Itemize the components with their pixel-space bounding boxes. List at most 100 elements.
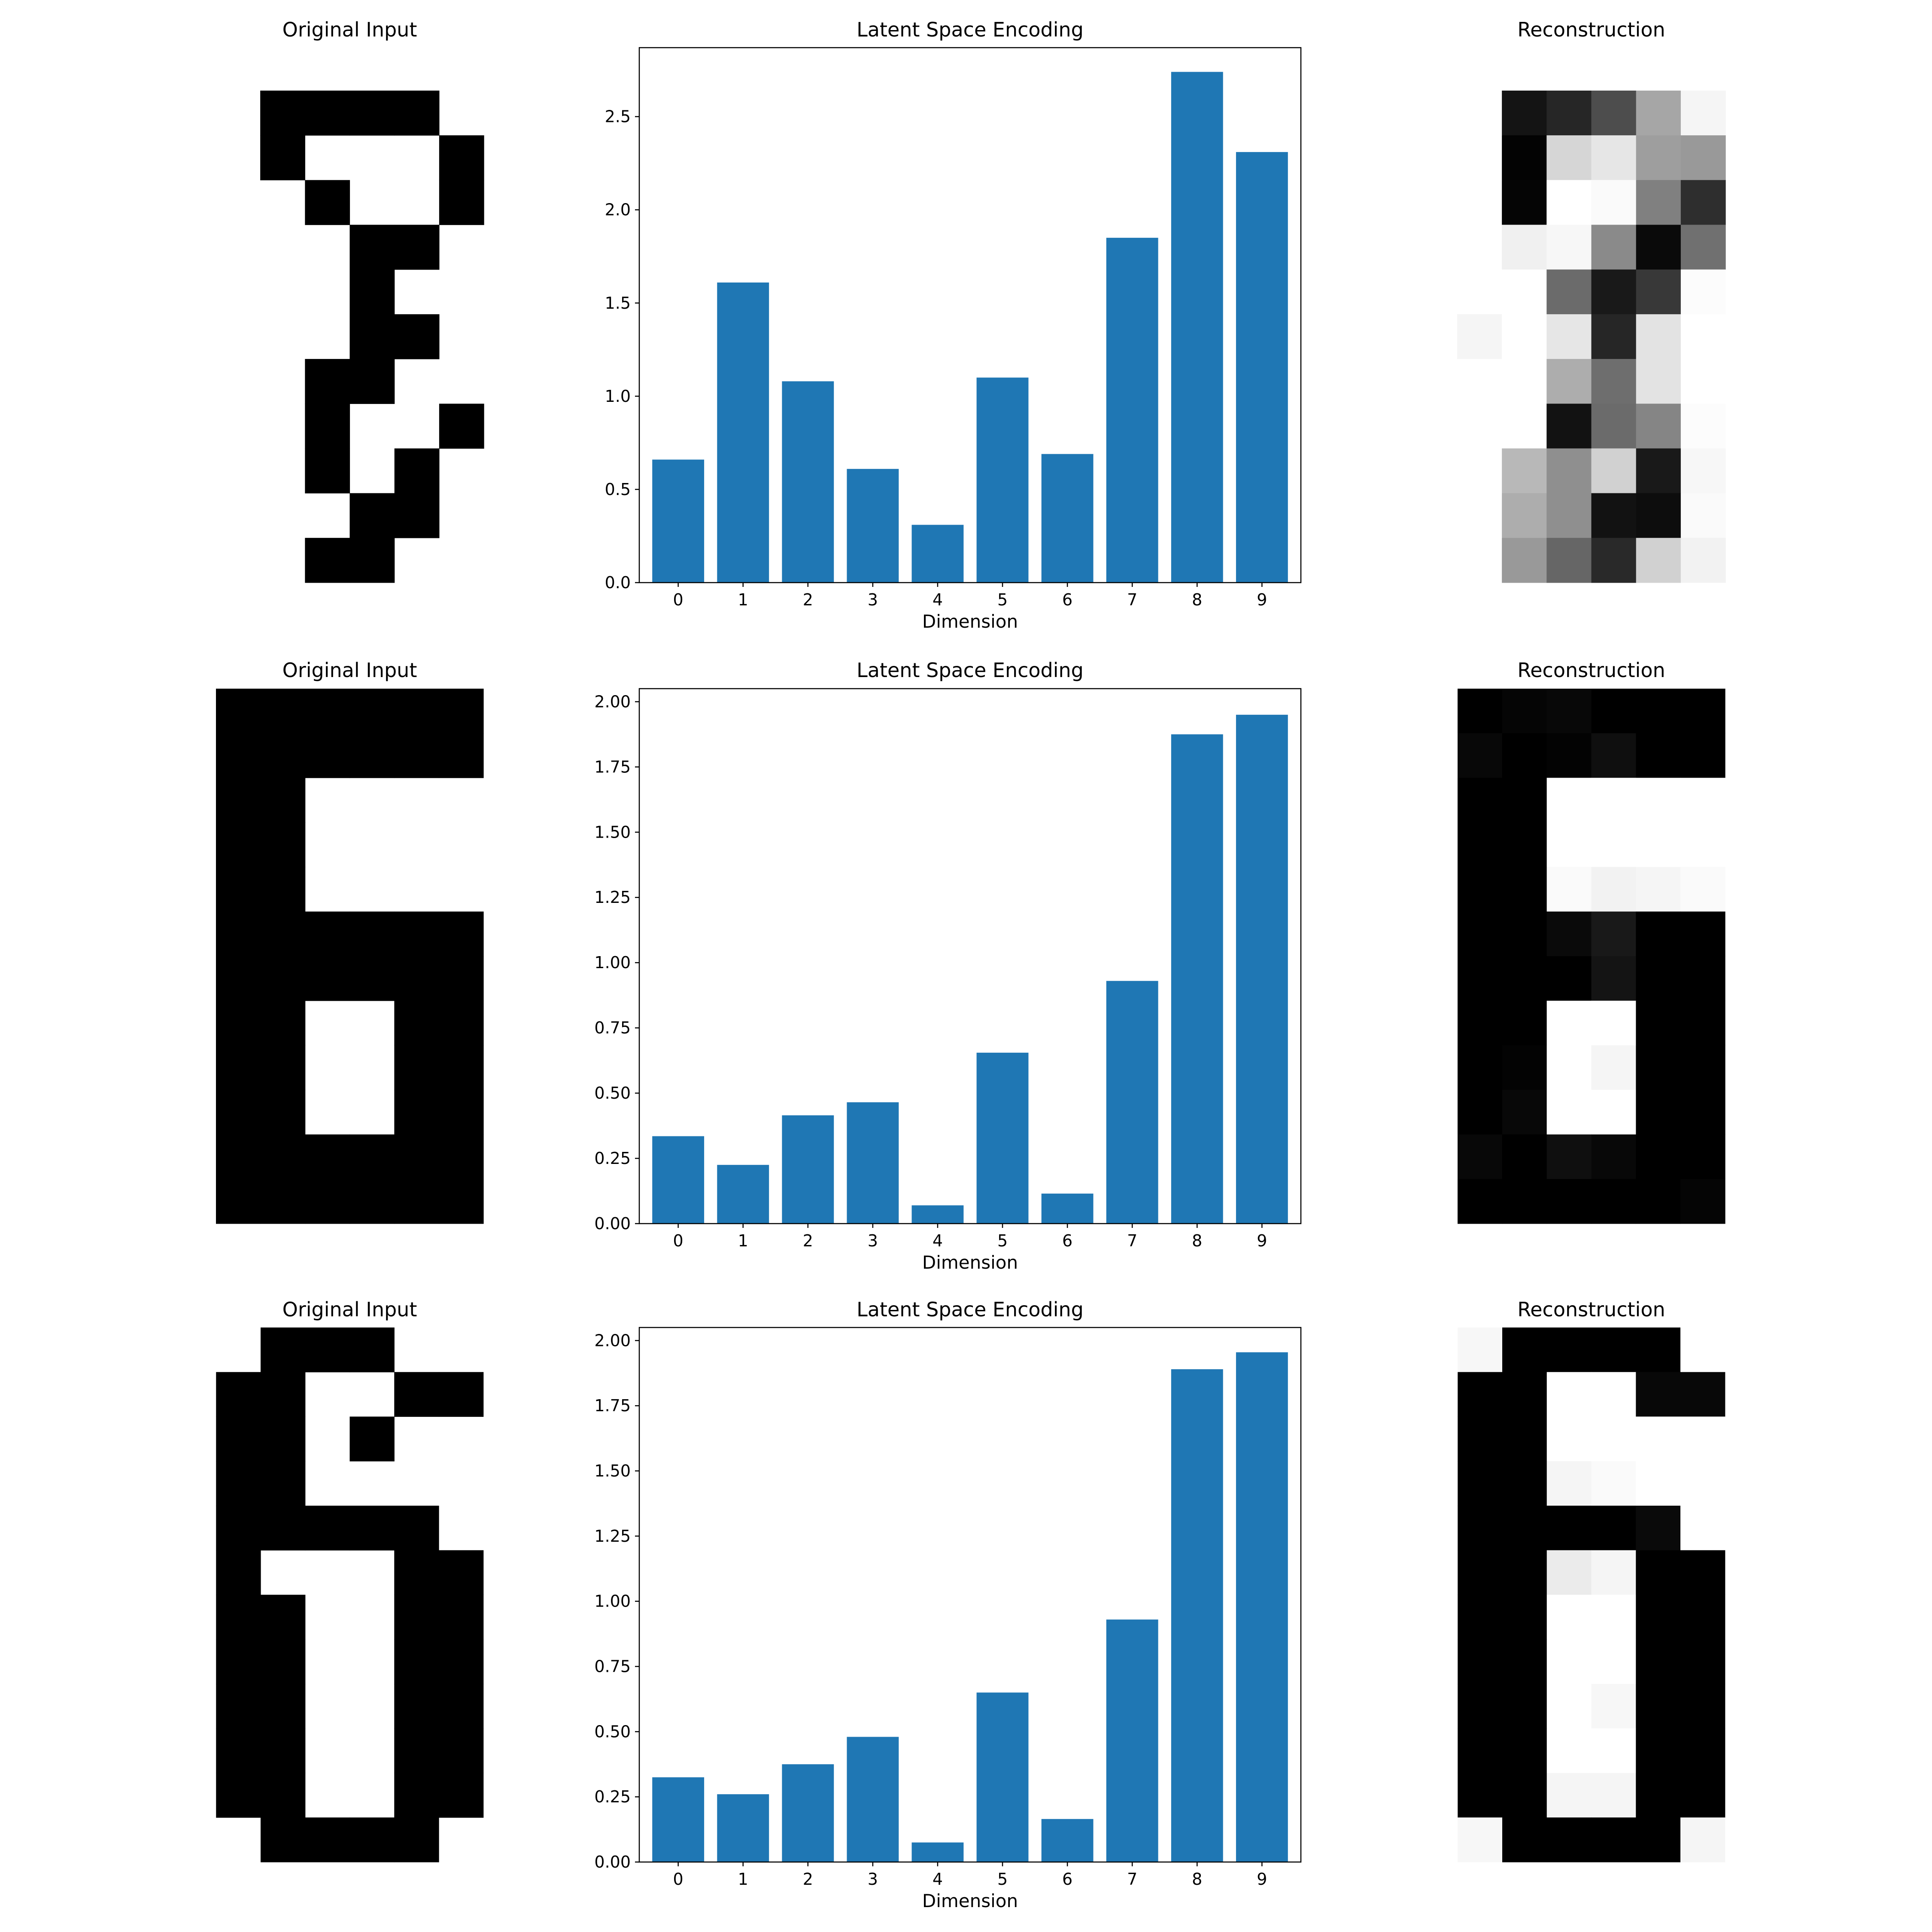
pixel	[394, 225, 440, 270]
pixel	[1502, 733, 1547, 778]
pixel	[1502, 1817, 1547, 1862]
pixel	[439, 135, 484, 180]
pixel	[1636, 1416, 1681, 1461]
y-tick-label: 1.00	[594, 1592, 631, 1611]
pixel	[1546, 1550, 1592, 1595]
pixel	[216, 778, 261, 823]
pixel	[1502, 1461, 1547, 1506]
pixel	[1591, 1684, 1636, 1729]
pixel	[1636, 778, 1681, 823]
pixel	[1457, 135, 1502, 180]
pixel	[1546, 867, 1592, 912]
pixel	[349, 1134, 395, 1179]
pixel	[1591, 448, 1637, 494]
pixel	[1680, 135, 1726, 180]
pixel	[1591, 225, 1637, 270]
pixel	[1458, 1327, 1503, 1373]
pixel	[1502, 1372, 1547, 1417]
bar-dimension-1	[717, 1165, 769, 1224]
pixel	[394, 1728, 439, 1774]
pixel	[1502, 135, 1547, 180]
pixel	[439, 1684, 484, 1729]
pixel	[305, 689, 350, 734]
y-tick-label: 0.00	[594, 1853, 631, 1871]
bar-dimension-8	[1171, 72, 1223, 583]
x-tick-label: 0	[673, 590, 683, 609]
figure-row-2: Original Input Latent Space Encoding 0 1 2 3 4…	[216, 1298, 1725, 1911]
pixel	[261, 1372, 306, 1417]
pixel	[1457, 493, 1502, 538]
pixel	[1546, 1327, 1592, 1373]
plot-frame	[638, 47, 1302, 583]
pixel	[1680, 538, 1726, 583]
pixel	[1457, 269, 1502, 315]
pixel	[394, 689, 439, 734]
pixel	[1591, 822, 1636, 867]
pixel	[1636, 1684, 1681, 1729]
pixel	[1636, 493, 1681, 538]
pixel	[216, 1372, 261, 1417]
pixel	[216, 1684, 261, 1729]
pixel	[1502, 1639, 1547, 1684]
pixel	[1591, 1000, 1636, 1046]
pixel	[1458, 867, 1503, 912]
bar-dimension-0	[652, 459, 705, 583]
pixel	[1636, 91, 1681, 136]
pixel	[1546, 1179, 1592, 1224]
pixel	[1458, 956, 1503, 1001]
x-axis-label: Dimension	[922, 611, 1018, 632]
pixel	[394, 1817, 439, 1862]
pixel	[349, 911, 395, 957]
pixel	[349, 956, 395, 1001]
pixel	[305, 404, 350, 449]
pixel	[1546, 778, 1592, 823]
pixel	[305, 180, 350, 225]
reconstruction-title: Reconstruction	[1517, 18, 1665, 41]
pixel	[1636, 1372, 1681, 1417]
x-tick-label: 5	[997, 590, 1008, 609]
pixel	[1458, 1728, 1503, 1774]
pixel	[216, 1773, 261, 1818]
pixel	[394, 1179, 439, 1224]
pixel	[260, 733, 306, 778]
pixel	[1546, 404, 1592, 449]
pixel	[1591, 1550, 1636, 1595]
pixel	[1502, 314, 1547, 359]
pixel	[394, 733, 439, 778]
pixel	[1457, 448, 1502, 494]
pixel	[1680, 911, 1725, 957]
pixel	[1680, 1773, 1725, 1818]
pixel	[261, 1639, 306, 1684]
y-tick-label: 0.5	[605, 480, 631, 499]
pixel	[216, 733, 261, 778]
pixel	[1680, 1045, 1725, 1091]
pixel	[1502, 1090, 1547, 1135]
bar-dimension-9	[1236, 152, 1288, 583]
pixel	[260, 956, 306, 1001]
pixel	[1458, 778, 1503, 823]
x-tick-label: 8	[1192, 1231, 1202, 1250]
pixel	[394, 1506, 439, 1551]
pixel	[260, 689, 306, 734]
bar-dimension-4	[911, 525, 964, 583]
pixel	[1546, 314, 1592, 359]
pixel	[1680, 1134, 1725, 1179]
pixel	[1636, 911, 1681, 957]
pixel	[1591, 1817, 1636, 1862]
y-tick-label: 1.75	[594, 1396, 631, 1415]
pixel	[394, 91, 440, 136]
pixel	[1502, 1134, 1547, 1179]
bar-dimension-8	[1171, 1369, 1223, 1862]
pixel	[1680, 1550, 1725, 1595]
pixel	[1680, 1000, 1725, 1046]
plot-frame	[638, 688, 1302, 1224]
pixel	[1680, 269, 1726, 315]
pixel	[1680, 867, 1725, 912]
pixel	[1502, 269, 1547, 315]
pixel	[1636, 1134, 1681, 1179]
pixel	[349, 359, 395, 404]
pixel	[1680, 1817, 1725, 1862]
pixel	[1502, 1773, 1547, 1818]
pixel	[1502, 956, 1547, 1001]
pixel	[1458, 1595, 1503, 1640]
